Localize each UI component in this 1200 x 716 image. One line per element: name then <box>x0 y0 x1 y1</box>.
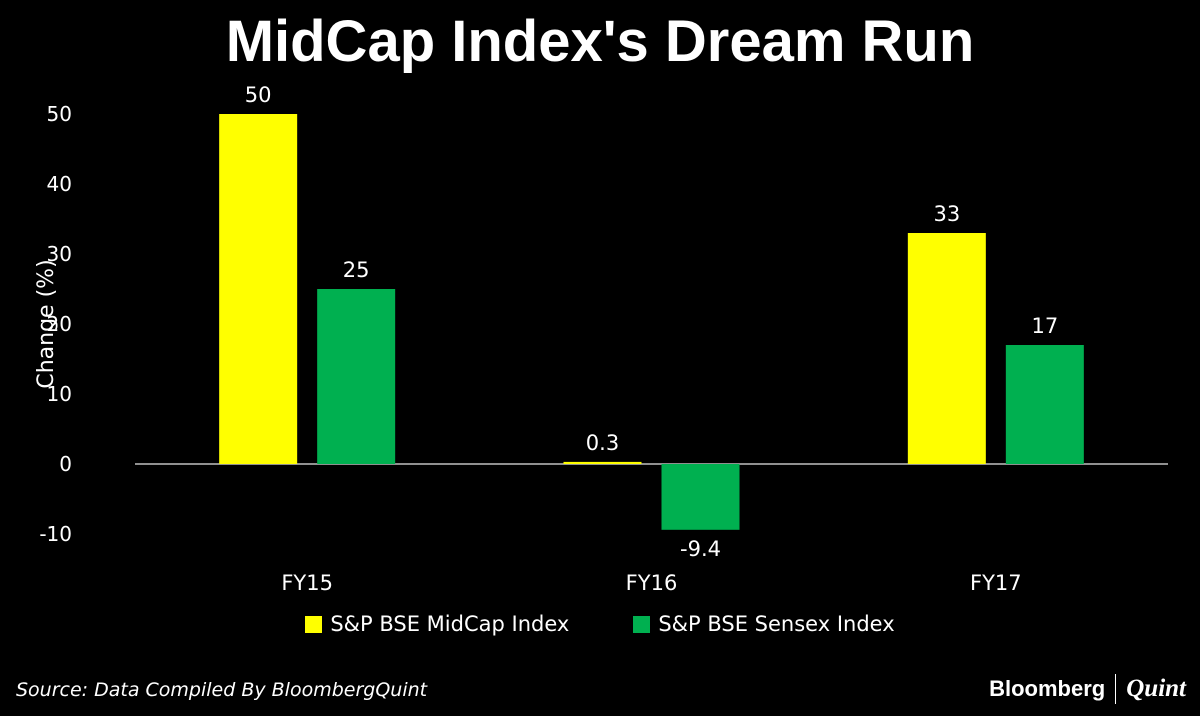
y-tick-label: 0 <box>59 452 72 476</box>
data-label: 33 <box>933 202 960 226</box>
y-tick-label: 20 <box>47 312 72 336</box>
x-tick-label: FY16 <box>626 571 678 595</box>
data-label: 50 <box>245 83 272 107</box>
chart-title: MidCap Index's Dream Run <box>225 9 975 74</box>
y-axis-label: Change (%) <box>34 259 59 388</box>
legend: S&P BSE MidCap Index S&P BSE Sensex Inde… <box>0 612 1200 636</box>
brand-quint: Quint <box>1126 675 1186 702</box>
x-tick-label: FY17 <box>970 571 1022 595</box>
bar-midcap <box>219 114 298 464</box>
y-tick-label: 30 <box>47 242 72 266</box>
data-label: -9.4 <box>680 537 721 561</box>
legend-label-midcap: S&P BSE MidCap Index <box>330 612 570 636</box>
bar-midcap <box>907 233 986 464</box>
brand-logo: Bloomberg Quint <box>989 674 1186 704</box>
legend-item-midcap: S&P BSE MidCap Index <box>305 612 569 636</box>
data-label: 25 <box>343 258 370 282</box>
brand-bloomberg: Bloomberg <box>989 676 1106 701</box>
source-note: Source: Data Compiled By BloombergQuint <box>16 679 428 701</box>
data-label: 0.3 <box>586 431 619 455</box>
legend-label-sensex: S&P BSE Sensex Index <box>658 612 895 636</box>
legend-item-sensex: S&P BSE Sensex Index <box>633 612 895 636</box>
y-tick-label: 50 <box>47 102 72 126</box>
y-tick-label: 10 <box>47 382 72 406</box>
bar-midcap <box>563 461 642 464</box>
bar-sensex <box>317 289 396 464</box>
bar-sensex <box>1005 345 1084 464</box>
legend-swatch-sensex <box>633 615 651 633</box>
bar-sensex <box>661 464 740 530</box>
y-tick-label: 40 <box>47 172 72 196</box>
legend-swatch-midcap <box>305 615 323 633</box>
y-tick-label: -10 <box>39 522 72 546</box>
data-label: 17 <box>1031 314 1058 338</box>
x-tick-label: FY15 <box>281 571 333 595</box>
brand-divider <box>1115 674 1117 704</box>
